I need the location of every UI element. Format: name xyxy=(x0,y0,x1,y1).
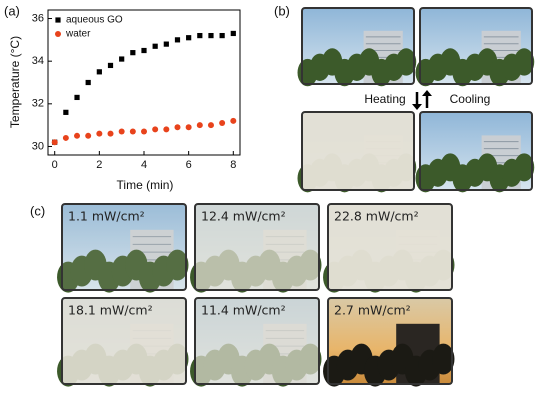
point xyxy=(96,69,102,75)
photo xyxy=(190,297,322,387)
photo-frame xyxy=(419,7,533,85)
point xyxy=(163,126,170,133)
heat-cool-arrows xyxy=(412,90,432,110)
legend-marker xyxy=(55,17,61,23)
point xyxy=(107,130,114,137)
x-tick-label: 6 xyxy=(186,159,192,171)
photo xyxy=(190,203,322,293)
photo xyxy=(323,297,455,387)
point xyxy=(96,130,103,137)
legend-marker xyxy=(55,31,61,37)
point xyxy=(219,120,226,127)
photo-tree xyxy=(166,249,189,281)
point xyxy=(208,32,214,39)
legend-label: water xyxy=(65,29,91,40)
heating-label: Heating xyxy=(364,92,405,106)
photo-frame xyxy=(327,297,453,385)
photo xyxy=(297,111,417,193)
point xyxy=(186,35,192,41)
y-tick-label: 32 xyxy=(32,98,44,110)
photo-haze xyxy=(62,204,186,290)
x-tick-label: 4 xyxy=(141,159,147,171)
photo-haze xyxy=(302,112,414,190)
point xyxy=(141,47,147,54)
photo-frame xyxy=(419,111,533,191)
panel-label: (b) xyxy=(274,3,290,18)
legend-label: aqueous GO xyxy=(66,15,123,26)
point xyxy=(219,32,225,39)
cooling-label: Cooling xyxy=(450,92,491,106)
point xyxy=(152,126,159,133)
point xyxy=(118,128,125,135)
x-tick-label: 0 xyxy=(52,159,58,171)
point xyxy=(129,128,136,135)
photo xyxy=(415,111,535,193)
photo-label: 11.4 mW/cm² xyxy=(201,303,286,318)
point xyxy=(74,94,80,101)
point xyxy=(230,30,236,37)
photo-haze xyxy=(195,298,319,384)
photo xyxy=(415,7,535,87)
photo-frame xyxy=(194,297,320,385)
point xyxy=(207,122,214,129)
point xyxy=(197,32,203,39)
y-tick-label: 36 xyxy=(32,12,44,24)
point xyxy=(63,109,69,115)
x-tick-label: 8 xyxy=(230,159,236,171)
point xyxy=(185,124,192,131)
photo-frame xyxy=(301,111,415,191)
photo-frame xyxy=(301,7,415,85)
photo-label: 22.8 mW/cm² xyxy=(334,209,419,224)
photo xyxy=(57,297,189,387)
x-tick-label: 2 xyxy=(96,159,102,171)
y-axis-label: Temperature (°C) xyxy=(8,36,22,128)
photo-haze xyxy=(328,204,452,290)
point xyxy=(51,139,58,146)
point xyxy=(62,134,69,141)
photo-tree xyxy=(514,48,535,76)
photo-label: 1.1 mW/cm² xyxy=(68,209,145,224)
photo-label: 18.1 mW/cm² xyxy=(68,303,153,318)
photo-label: 2.7 mW/cm² xyxy=(334,303,411,318)
photo-label: 12.4 mW/cm² xyxy=(201,209,286,224)
photo-frame xyxy=(194,203,320,291)
y-tick-label: 34 xyxy=(32,55,44,67)
point xyxy=(107,62,114,69)
photo xyxy=(297,7,417,87)
photo-tree xyxy=(432,343,455,375)
point xyxy=(174,124,181,131)
photo-frame xyxy=(327,203,453,291)
point xyxy=(152,43,158,49)
photo-haze xyxy=(62,298,186,384)
point xyxy=(130,50,136,56)
photo-haze xyxy=(195,204,319,290)
point xyxy=(141,128,147,135)
photo xyxy=(57,203,189,293)
photo-tree xyxy=(396,48,417,76)
point xyxy=(119,56,125,62)
panel-label: (a) xyxy=(4,3,20,18)
y-tick-label: 30 xyxy=(32,140,44,152)
point xyxy=(196,122,203,129)
point xyxy=(174,37,181,43)
point xyxy=(85,79,91,86)
point xyxy=(230,117,237,124)
panel-label: (c) xyxy=(30,203,45,218)
point xyxy=(74,132,81,139)
point xyxy=(163,41,169,47)
photo-tree xyxy=(514,153,535,182)
photo xyxy=(323,203,455,293)
photo-frame xyxy=(61,203,187,291)
photo-frame xyxy=(61,297,187,385)
x-axis-label: Time (min) xyxy=(117,178,174,192)
point xyxy=(85,132,92,139)
